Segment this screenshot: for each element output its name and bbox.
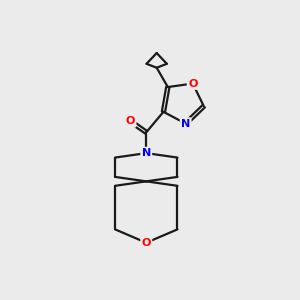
Text: N: N bbox=[181, 118, 190, 129]
Text: O: O bbox=[188, 79, 197, 88]
Text: N: N bbox=[142, 148, 151, 158]
Text: O: O bbox=[126, 116, 135, 126]
Text: O: O bbox=[142, 238, 151, 248]
